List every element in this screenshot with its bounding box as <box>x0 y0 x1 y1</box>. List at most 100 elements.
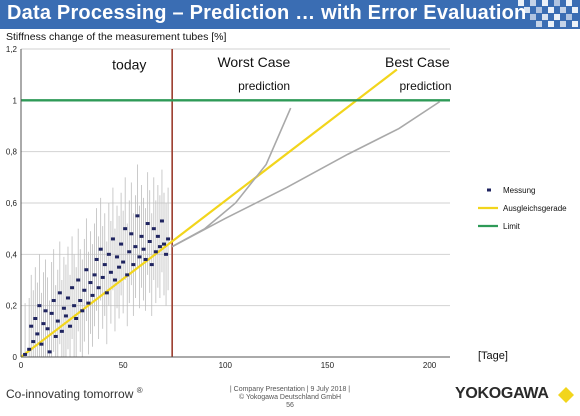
measurement-point <box>141 247 146 251</box>
checker-decoration <box>518 0 578 27</box>
measurement-point <box>41 322 46 326</box>
measurement-point <box>110 237 115 241</box>
x-tick-label: 200 <box>423 361 437 370</box>
measurement-point <box>153 250 158 254</box>
tagline-text: Co-innovating tomorrow <box>6 387 134 401</box>
annotation-label: Worst Case <box>217 54 290 70</box>
legend-marker-messung <box>487 188 491 192</box>
measurement-point <box>121 260 126 264</box>
measurement-point <box>88 281 93 285</box>
measurement-point <box>74 317 79 320</box>
measurement-point <box>108 270 113 274</box>
measurement-point <box>147 240 152 243</box>
measurement-point <box>115 255 120 259</box>
brand-diamond-icon <box>558 387 574 403</box>
measurement-point <box>61 306 66 310</box>
title-bar: Data Processing – Prediction … with Erro… <box>0 0 580 29</box>
x-axis-label: [Tage] <box>478 350 508 362</box>
legend-label: Limit <box>503 222 521 231</box>
measurement-point <box>23 352 28 356</box>
measurement-point <box>72 304 77 308</box>
measurement-point <box>49 311 54 315</box>
measurement-point <box>149 263 154 267</box>
measurement-point <box>80 309 85 313</box>
annotation-label: prediction <box>399 79 451 93</box>
measurement-point <box>96 286 101 290</box>
measurement-point <box>39 342 44 346</box>
annotation-label: prediction <box>238 79 290 93</box>
measurement-point <box>33 317 38 320</box>
measurement-point <box>98 247 103 251</box>
measurement-point <box>59 329 64 333</box>
annotation-label: Best Case <box>385 54 450 70</box>
measurement-point <box>131 263 136 267</box>
measurement-point <box>164 252 169 256</box>
measurement-point <box>31 340 36 344</box>
y-tick-label: 1 <box>13 96 18 105</box>
best-case-curve <box>171 100 441 248</box>
measurement-point <box>68 324 73 328</box>
measurement-point <box>159 219 164 223</box>
measurement-point <box>112 278 117 282</box>
y-tick-label: 0,2 <box>6 302 18 311</box>
measurement-point <box>35 332 40 336</box>
footer-copyright: © Yokogawa Deutschland GmbH <box>238 394 342 401</box>
slide-title: Data Processing – Prediction … with Erro… <box>7 2 527 24</box>
legend-label: Messung <box>503 186 535 195</box>
measurement-point <box>43 309 48 313</box>
measurement-point <box>157 245 162 249</box>
y-tick-label: 0,8 <box>6 148 18 157</box>
measurement-point <box>100 275 105 279</box>
measurement-point <box>29 324 34 328</box>
y-tick-label: 1,2 <box>6 45 18 54</box>
measurement-point <box>135 214 140 218</box>
measurement-point <box>53 334 58 338</box>
measurement-point <box>143 257 148 261</box>
x-tick-label: 100 <box>219 361 233 370</box>
measurement-point <box>117 265 122 269</box>
measurement-point <box>37 304 42 308</box>
brand-logo-text: YOKOGAWA <box>455 385 549 402</box>
regression-line <box>20 68 398 358</box>
measurement-point <box>155 234 160 238</box>
stiffness-chart: 0 0,2 0,4 0,6 0,8 1 1,2 0 50 100 150 200 today Worst… <box>6 31 567 370</box>
page-number: 56 <box>286 402 294 409</box>
measurement-point <box>151 227 156 231</box>
measurement-point <box>55 319 60 323</box>
measurement-point <box>104 291 109 295</box>
x-tick-label: 50 <box>119 361 128 370</box>
measurement-point <box>84 268 89 272</box>
measurement-point <box>133 245 138 249</box>
x-tick-label: 150 <box>321 361 335 370</box>
footer-info: | Company Presentation | 9 July 2018 | <box>229 386 351 393</box>
measurement-point <box>65 296 70 300</box>
measurement-point <box>127 250 132 254</box>
measurement-point <box>145 222 150 226</box>
measurement-point <box>78 299 83 303</box>
legend-label: Ausgleichsgerade <box>503 204 567 213</box>
measurement-point <box>92 273 97 277</box>
measurement-point <box>166 237 171 241</box>
y-axis-label: Stiffness change of the measurement tube… <box>6 31 227 43</box>
measurement-point <box>139 234 144 238</box>
measurement-point <box>106 252 111 256</box>
measurement-point <box>51 299 56 303</box>
measurement-point <box>70 286 75 290</box>
registered-mark: ® <box>136 386 143 395</box>
measurement-point <box>27 347 32 351</box>
measurement-point <box>119 242 124 246</box>
measurement-point <box>129 232 134 236</box>
annotation-label: today <box>112 57 146 73</box>
y-tick-label: 0,4 <box>6 250 18 259</box>
measurement-point <box>82 288 87 292</box>
y-tick-label: 0,6 <box>6 199 18 208</box>
measurement-point <box>162 242 166 246</box>
measurement-point <box>86 301 91 305</box>
measurement-point <box>45 327 50 331</box>
measurement-point <box>57 291 62 295</box>
measurement-point <box>94 257 99 261</box>
measurement-point <box>123 227 128 231</box>
worst-case-curve <box>171 107 292 248</box>
measurement-point <box>90 293 95 297</box>
measurement-point <box>47 350 52 354</box>
